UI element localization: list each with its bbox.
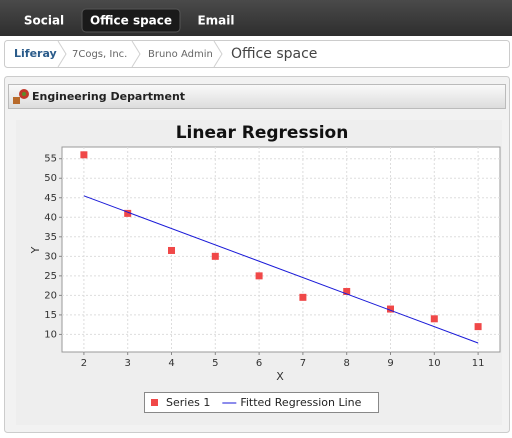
legend-label: Series 1 [166, 396, 210, 409]
data-point [343, 287, 351, 295]
breadcrumb-link[interactable]: Liferay [14, 47, 57, 60]
plot-area [61, 146, 501, 353]
data-point [430, 315, 438, 323]
x-tick-label: 2 [81, 358, 87, 369]
tab[interactable]: Email [197, 14, 234, 28]
data-point [124, 209, 132, 217]
data-point [474, 323, 482, 331]
x-tick-label: 4 [168, 358, 174, 369]
x-tick-label: 11 [472, 358, 485, 369]
active-tab [81, 8, 181, 33]
x-tick-label: 7 [300, 358, 306, 369]
y-tick-label: 25 [44, 271, 57, 282]
portlet-title: Engineering Department [32, 90, 185, 103]
x-tick-label: 8 [344, 358, 350, 369]
y-tick-label: 10 [44, 329, 57, 340]
chart-title: Linear Regression [176, 123, 349, 143]
y-axis-label: Y [29, 246, 42, 254]
y-tick-label: 35 [44, 232, 57, 243]
data-point [80, 151, 88, 159]
breadcrumb-link[interactable]: Bruno Admin [148, 49, 213, 60]
data-point [211, 252, 219, 260]
top-bar [0, 0, 512, 36]
y-tick-label: 40 [44, 212, 57, 223]
legend-label: Fitted Regression Line [240, 396, 361, 409]
x-tick-label: 3 [125, 358, 131, 369]
x-axis-label: X [276, 370, 284, 383]
data-point [255, 272, 263, 280]
y-tick-label: 15 [44, 310, 57, 321]
y-tick-label: 30 [44, 251, 57, 262]
breadcrumb-bar [4, 40, 510, 68]
breadcrumb-link[interactable]: 7Cogs, Inc. [72, 49, 127, 60]
portlet-header [8, 84, 506, 109]
x-tick-label: 9 [387, 358, 393, 369]
tab[interactable]: Office space [90, 14, 172, 28]
x-tick-label: 6 [256, 358, 262, 369]
y-tick-label: 55 [44, 154, 57, 165]
portlet-icon [13, 89, 29, 104]
legend-swatch [151, 399, 158, 406]
y-tick-label: 20 [44, 290, 57, 301]
y-tick-label: 50 [44, 173, 57, 184]
breadcrumb-separators [57, 40, 223, 68]
y-tick-label: 45 [44, 193, 57, 204]
data-point [299, 293, 307, 301]
fitted-line [83, 195, 479, 344]
tab[interactable]: Social [24, 14, 64, 28]
legend [144, 392, 379, 413]
data-point [387, 305, 394, 313]
data-point [168, 246, 175, 254]
x-tick-label: 10 [428, 358, 441, 369]
x-tick-label: 5 [212, 358, 218, 369]
breadcrumb-current: Office space [231, 46, 317, 62]
